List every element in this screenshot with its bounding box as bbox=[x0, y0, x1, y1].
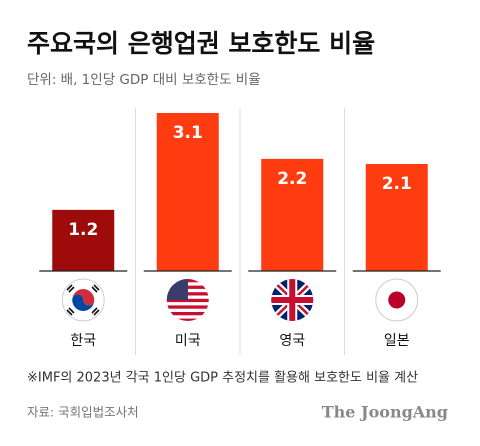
x-tick-label: 일본 bbox=[384, 333, 410, 349]
bar bbox=[52, 209, 115, 271]
separators bbox=[135, 108, 345, 355]
chart-subtitle: 단위: 배, 1인당 GDP 대비 보호한도 비율 bbox=[27, 72, 261, 88]
x-tick-label: 한국 bbox=[70, 333, 96, 349]
chart-title: 주요국의 은행업권 보호한도 비율 bbox=[27, 29, 375, 58]
source: 자료: 국회입법조사처 bbox=[27, 405, 139, 420]
brand: The JoongAng bbox=[322, 403, 448, 422]
x-tick-label: 영국 bbox=[279, 333, 305, 349]
x-tick-label: 미국 bbox=[175, 333, 201, 349]
value-label: 2.2 bbox=[277, 169, 307, 189]
value-label: 2.1 bbox=[382, 174, 412, 194]
bar bbox=[365, 163, 428, 271]
value-label: 3.1 bbox=[173, 123, 203, 143]
note: ※IMF의 2023년 각국 1인당 GDP 추정치를 활용해 보호한도 비율 … bbox=[27, 371, 418, 386]
flag-korea bbox=[61, 278, 105, 322]
value-label: 1.2 bbox=[68, 220, 98, 240]
flag-japan bbox=[375, 278, 419, 322]
bar bbox=[261, 158, 324, 271]
bar bbox=[156, 113, 219, 271]
